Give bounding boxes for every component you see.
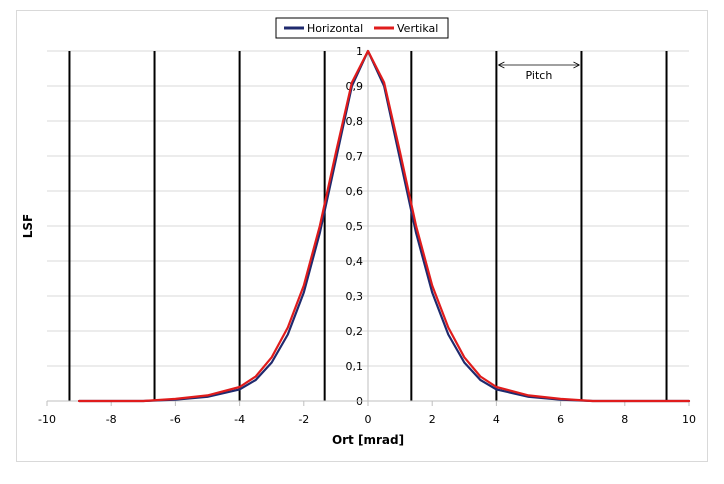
x-tick-label: 2 bbox=[429, 413, 436, 426]
y-tick-label: 0,4 bbox=[346, 255, 364, 268]
y-tick-label: 0,5 bbox=[346, 220, 364, 233]
legend-label-vertikal: Vertikal bbox=[397, 22, 438, 35]
pitch-annotation: Pitch bbox=[498, 61, 580, 82]
y-tick-label: 0,8 bbox=[346, 115, 364, 128]
series-layer bbox=[77, 49, 691, 403]
y-tick-label: 1 bbox=[356, 45, 363, 58]
legend: Horizontal Vertikal bbox=[275, 17, 449, 39]
y-tick-label: 0,7 bbox=[346, 150, 364, 163]
chart-frame bbox=[16, 10, 708, 462]
y-tick-label: 0,2 bbox=[346, 325, 364, 338]
series-line-vertikal bbox=[77, 49, 691, 403]
y-tick-label: 0,6 bbox=[346, 185, 364, 198]
x-tick-label: 8 bbox=[621, 413, 628, 426]
axes: 00,10,20,30,40,50,60,70,80,91-10-8-6-4-2… bbox=[38, 45, 696, 426]
legend-box bbox=[275, 17, 449, 39]
x-tick-label: -6 bbox=[170, 413, 181, 426]
x-axis-title: Ort [mrad] bbox=[332, 433, 404, 447]
x-tick-label: -8 bbox=[106, 413, 117, 426]
x-tick-label: 6 bbox=[557, 413, 564, 426]
y-axis-title: LSF bbox=[21, 214, 35, 239]
x-tick-label: 4 bbox=[493, 413, 500, 426]
pitch-arrow-left bbox=[498, 61, 505, 69]
x-tick-label: 10 bbox=[682, 413, 696, 426]
x-tick-label: -4 bbox=[234, 413, 245, 426]
pitch-lines bbox=[68, 51, 668, 401]
x-tick-label: -10 bbox=[38, 413, 56, 426]
legend-label-horizontal: Horizontal bbox=[307, 22, 363, 35]
x-tick-label: -2 bbox=[298, 413, 309, 426]
y-tick-label: 0,1 bbox=[346, 360, 364, 373]
x-tick-label: 0 bbox=[365, 413, 372, 426]
y-tick-label: 0,3 bbox=[346, 290, 364, 303]
pitch-label: Pitch bbox=[526, 69, 553, 82]
pitch-arrow-right bbox=[573, 61, 580, 69]
